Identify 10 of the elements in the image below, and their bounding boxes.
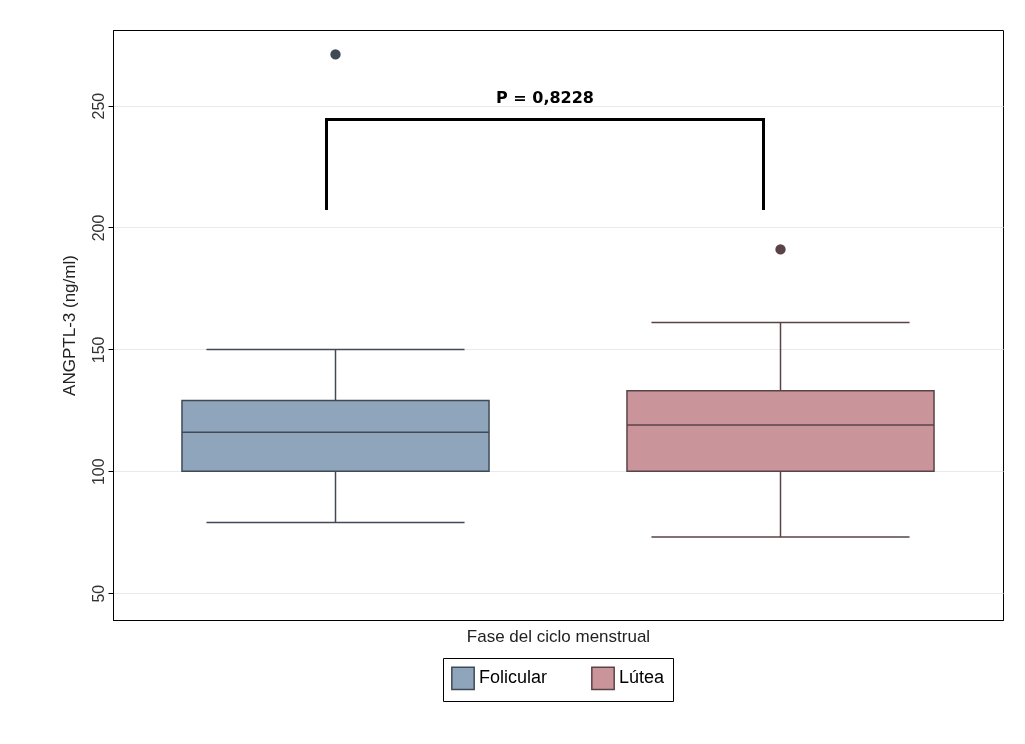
legend-label: Folicular	[479, 667, 548, 688]
y-tick-label: 150	[89, 336, 107, 364]
y-tick-label: 200	[89, 214, 107, 242]
y-tick-label: 100	[89, 458, 107, 486]
y-axis-title: ANGPTL-3 (ng/ml)	[59, 255, 79, 396]
x-axis-title: Fase del ciclo menstrual	[466, 626, 651, 646]
legend-label: Lútea	[619, 667, 666, 688]
y-tick-label: 50	[89, 584, 107, 603]
y-tick-label: 250	[89, 92, 107, 120]
annotation: P = 0,8228	[495, 88, 595, 107]
